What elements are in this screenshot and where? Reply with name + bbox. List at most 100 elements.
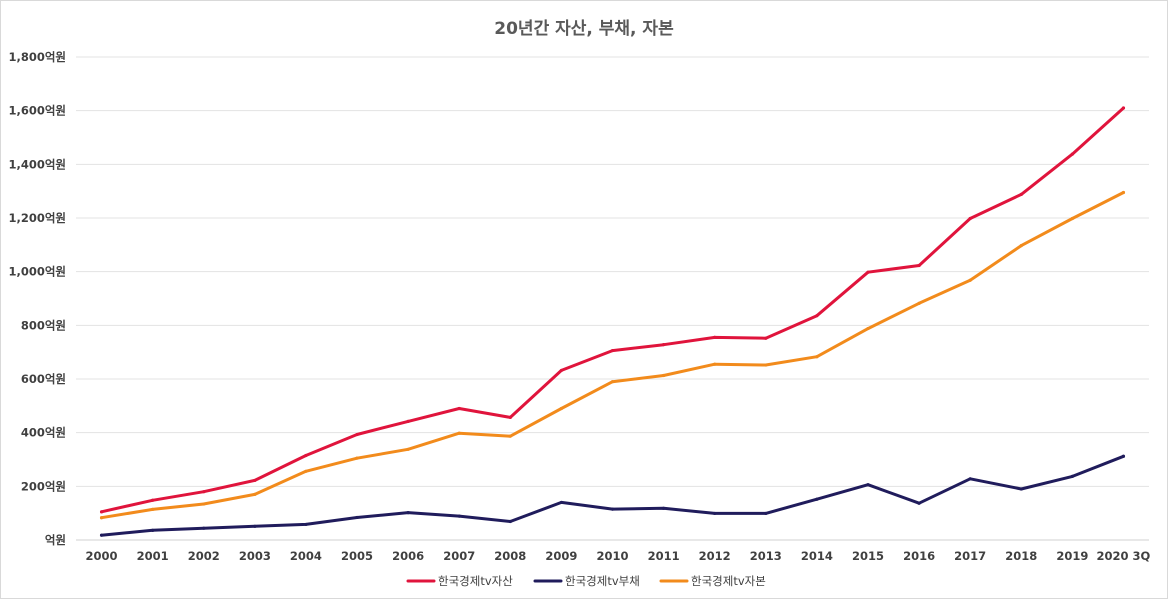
data-point	[202, 490, 206, 494]
data-point	[508, 519, 512, 524]
y-tick-label: 1,600억원	[8, 104, 66, 118]
data-point	[406, 419, 410, 423]
y-tick-label: 200억원	[21, 479, 66, 493]
x-tick-label: 2013	[750, 549, 782, 563]
data-point	[457, 431, 461, 435]
x-tick-label: 2005	[341, 549, 373, 563]
data-point	[559, 368, 564, 373]
data-point	[1121, 454, 1126, 458]
data-point	[1070, 152, 1074, 156]
data-point	[99, 533, 104, 537]
data-point	[1121, 106, 1126, 110]
x-tick-label: 2001	[137, 549, 169, 563]
data-point	[202, 526, 206, 530]
data-point	[661, 506, 666, 510]
x-tick-label: 2003	[239, 549, 271, 563]
data-point	[253, 478, 257, 483]
data-point	[406, 447, 410, 451]
x-tick-label: 2009	[545, 549, 577, 563]
data-point	[866, 270, 870, 274]
y-axis: 억원 200억원 400억원 600억원 800억원 1,000억원 1,200억원 1,40…	[8, 50, 66, 547]
x-axis: 2000 2001 2002 2003 2004 2005 2006 2007 2008 2009…	[86, 549, 1151, 563]
series-line-0	[100, 106, 1125, 514]
data-point	[917, 501, 921, 505]
data-point	[764, 336, 768, 340]
data-point	[151, 498, 155, 502]
data-point	[815, 314, 819, 318]
data-point	[610, 380, 615, 384]
x-tick-label: 2015	[852, 549, 884, 563]
data-point	[151, 507, 155, 512]
data-point	[764, 363, 768, 367]
data-point	[968, 477, 972, 481]
y-tick-label: 600억원	[21, 372, 66, 386]
data-point	[610, 507, 615, 511]
data-point	[815, 355, 819, 359]
data-point	[355, 456, 359, 460]
data-point	[99, 510, 104, 514]
data-point	[406, 511, 410, 515]
legend-label-2: 한국경제tv자본	[691, 574, 766, 588]
data-point	[1070, 216, 1074, 221]
data-point	[355, 515, 359, 520]
data-point	[1070, 474, 1074, 479]
data-point	[508, 415, 512, 419]
data-point	[559, 500, 564, 505]
x-tick-label: 2014	[801, 549, 833, 563]
x-tick-label: 2019	[1056, 549, 1088, 563]
y-tick-label: 1,200억원	[8, 211, 66, 225]
data-point	[304, 453, 308, 458]
data-point	[457, 514, 461, 518]
data-point	[917, 263, 921, 268]
legend-label-1: 한국경제tv부채	[565, 574, 640, 588]
data-point	[508, 434, 512, 438]
y-tick-label: 1,800억원	[8, 50, 66, 64]
x-tick-label: 2004	[290, 549, 322, 563]
x-tick-label: 2007	[443, 549, 475, 563]
x-tick-label: 2000	[86, 549, 118, 563]
data-point	[253, 492, 257, 496]
data-point	[355, 432, 359, 437]
data-point	[917, 301, 921, 305]
data-point	[968, 216, 972, 221]
y-tick-label: 1,400억원	[8, 157, 66, 171]
data-point	[304, 469, 308, 473]
y-tick-label: 억원	[45, 533, 66, 547]
legend: 한국경제tv자산 한국경제tv부채 한국경제tv자본	[406, 574, 766, 588]
data-point	[764, 511, 768, 516]
data-point	[304, 522, 308, 527]
data-point	[713, 335, 717, 340]
data-point	[202, 502, 206, 506]
x-tick-label: 2012	[699, 549, 731, 563]
data-point	[661, 373, 666, 378]
x-tick-label: 2008	[494, 549, 526, 563]
x-tick-label: 2016	[903, 549, 935, 563]
x-tick-label: 2020 3Q	[1097, 549, 1151, 563]
data-point	[457, 406, 461, 411]
data-point	[559, 406, 564, 411]
data-point	[661, 343, 666, 347]
x-tick-label: 2018	[1005, 549, 1037, 563]
data-point	[1019, 244, 1023, 248]
data-point	[1121, 190, 1126, 195]
data-point	[1019, 192, 1023, 196]
x-tick-label: 2010	[596, 549, 628, 563]
y-tick-label: 400억원	[21, 426, 66, 440]
x-tick-label: 2006	[392, 549, 424, 563]
data-point	[1019, 487, 1023, 491]
gridlines	[76, 56, 1149, 541]
data-point	[815, 497, 819, 501]
data-point	[866, 483, 870, 487]
data-point	[713, 362, 717, 366]
x-tick-label: 2017	[954, 549, 986, 563]
data-point	[610, 348, 615, 353]
data-point	[866, 326, 870, 331]
y-tick-label: 800억원	[21, 318, 66, 332]
data-point	[253, 524, 257, 528]
data-point	[713, 511, 717, 516]
series-line-2	[100, 191, 1125, 520]
data-point	[151, 528, 155, 532]
series-lines	[99, 106, 1126, 537]
